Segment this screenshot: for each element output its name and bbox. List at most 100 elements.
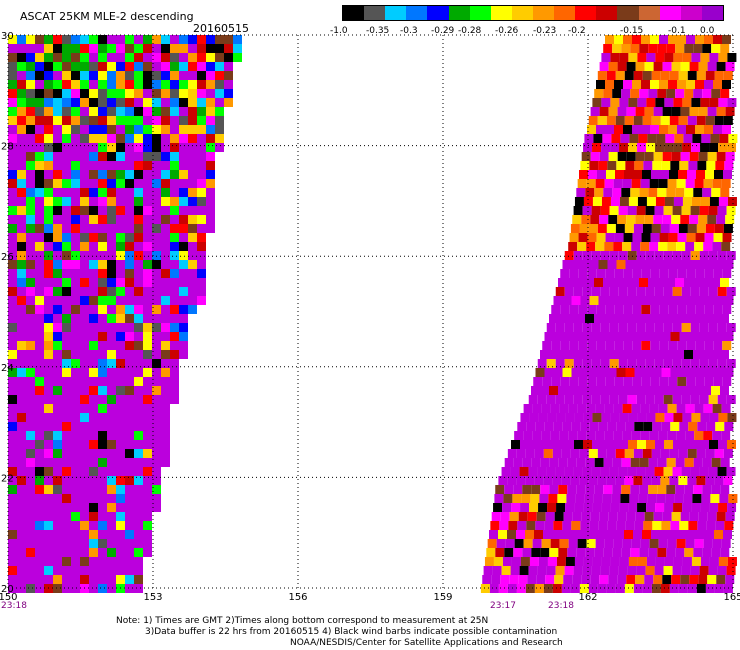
- swath-cell: [678, 449, 688, 458]
- swath-cell: [98, 197, 107, 206]
- swath-cell: [529, 503, 539, 512]
- swath-cell: [71, 98, 80, 107]
- swath-cell: [107, 278, 116, 287]
- swath-cell: [630, 548, 640, 557]
- swath-cell: [197, 116, 206, 125]
- swath-cell: [648, 458, 658, 467]
- swath-cell: [62, 494, 71, 503]
- swath-cell: [152, 458, 161, 467]
- swath-cell: [722, 233, 732, 242]
- swath-cell: [644, 575, 654, 584]
- swath-cell: [574, 197, 584, 206]
- swath-cell: [584, 494, 594, 503]
- swath-cell: [623, 233, 633, 242]
- swath-cell: [567, 350, 576, 359]
- swath-cell: [8, 485, 17, 494]
- swath-cell: [678, 530, 687, 539]
- swath-cell: [630, 188, 640, 197]
- swath-cell: [26, 404, 35, 413]
- swath-cell: [635, 575, 645, 584]
- swath-cell: [618, 287, 628, 296]
- swath-cell: [594, 386, 603, 395]
- swath-cell: [125, 80, 134, 89]
- swath-cell: [143, 98, 152, 107]
- swath-cell: [639, 548, 649, 557]
- swath-cell: [188, 197, 197, 206]
- swath-cell: [53, 107, 62, 116]
- swath-cell: [53, 314, 62, 323]
- swath-cell: [161, 305, 170, 314]
- swath-cell: [622, 539, 632, 548]
- swath-cell: [691, 557, 701, 566]
- swath-cell: [170, 287, 179, 296]
- swath-cell: [687, 224, 697, 233]
- swath-cell: [526, 422, 536, 431]
- swath-cell: [574, 440, 583, 449]
- swath-cell: [107, 206, 116, 215]
- swath-cell: [519, 467, 529, 476]
- swath-cell: [125, 197, 134, 206]
- swath-cell: [8, 170, 17, 179]
- swath-cell: [618, 251, 628, 260]
- swath-cell: [646, 413, 656, 422]
- swath-cell: [690, 287, 700, 296]
- swath-cell: [134, 224, 143, 233]
- swath-cell: [675, 314, 684, 323]
- swath-cell: [639, 188, 649, 197]
- swath-cell: [215, 53, 224, 62]
- swath-cell: [53, 35, 62, 44]
- swath-cell: [17, 503, 26, 512]
- swath-cell: [26, 413, 35, 422]
- swath-cell: [134, 233, 143, 242]
- swath-cell: [143, 125, 152, 134]
- swath-cell: [617, 575, 627, 584]
- swath-cell: [89, 440, 98, 449]
- swath-cell: [17, 251, 26, 260]
- swath-cell: [53, 449, 62, 458]
- swath-cell: [89, 404, 98, 413]
- swath-cell: [98, 206, 107, 215]
- swath-cell: [17, 125, 26, 134]
- color-scale-ticks: -1.0 -0.35 -0.3 -0.29 -0.28 -0.26 -0.23 -0.2 -0.…: [330, 26, 730, 38]
- swath-cell: [71, 458, 80, 467]
- swath-cell: [8, 224, 17, 233]
- swath-cell: [107, 341, 116, 350]
- swath-cell: [35, 350, 44, 359]
- swath-cell: [596, 269, 606, 278]
- swath-cell: [564, 467, 574, 476]
- swath-cell: [615, 116, 625, 125]
- swath-cell: [197, 242, 206, 251]
- swath-cell: [89, 413, 98, 422]
- swath-cell: [702, 386, 711, 395]
- swath-cell: [107, 143, 116, 152]
- swath-cell: [631, 242, 641, 251]
- swath-cell: [600, 287, 610, 296]
- swath-cell: [687, 170, 696, 179]
- swath-cell: [680, 107, 690, 116]
- swath-cell: [170, 386, 179, 395]
- swath-cell: [53, 539, 62, 548]
- swath-cell: [608, 512, 618, 521]
- swath-cell: [599, 215, 609, 224]
- swath-cell: [655, 53, 665, 62]
- swath-cell: [726, 395, 736, 404]
- swath-cell: [98, 413, 107, 422]
- swath-cell: [635, 512, 645, 521]
- swath-cell: [8, 71, 17, 80]
- swath-cell: [569, 305, 579, 314]
- swath-cell: [161, 404, 170, 413]
- swath-cell: [663, 251, 673, 260]
- swath-cell: [711, 314, 720, 323]
- swath-cell: [116, 269, 125, 278]
- swath-cell: [667, 404, 677, 413]
- swath-cell: [89, 107, 98, 116]
- swath-cell: [676, 404, 686, 413]
- swath-cell: [107, 224, 116, 233]
- swath-cell: [703, 539, 713, 548]
- swath-cell: [645, 395, 655, 404]
- swath-cell: [665, 134, 675, 143]
- swath-cell: [542, 377, 552, 386]
- swath-cell: [80, 278, 89, 287]
- swath-cell: [562, 422, 572, 431]
- swath-cell: [692, 134, 702, 143]
